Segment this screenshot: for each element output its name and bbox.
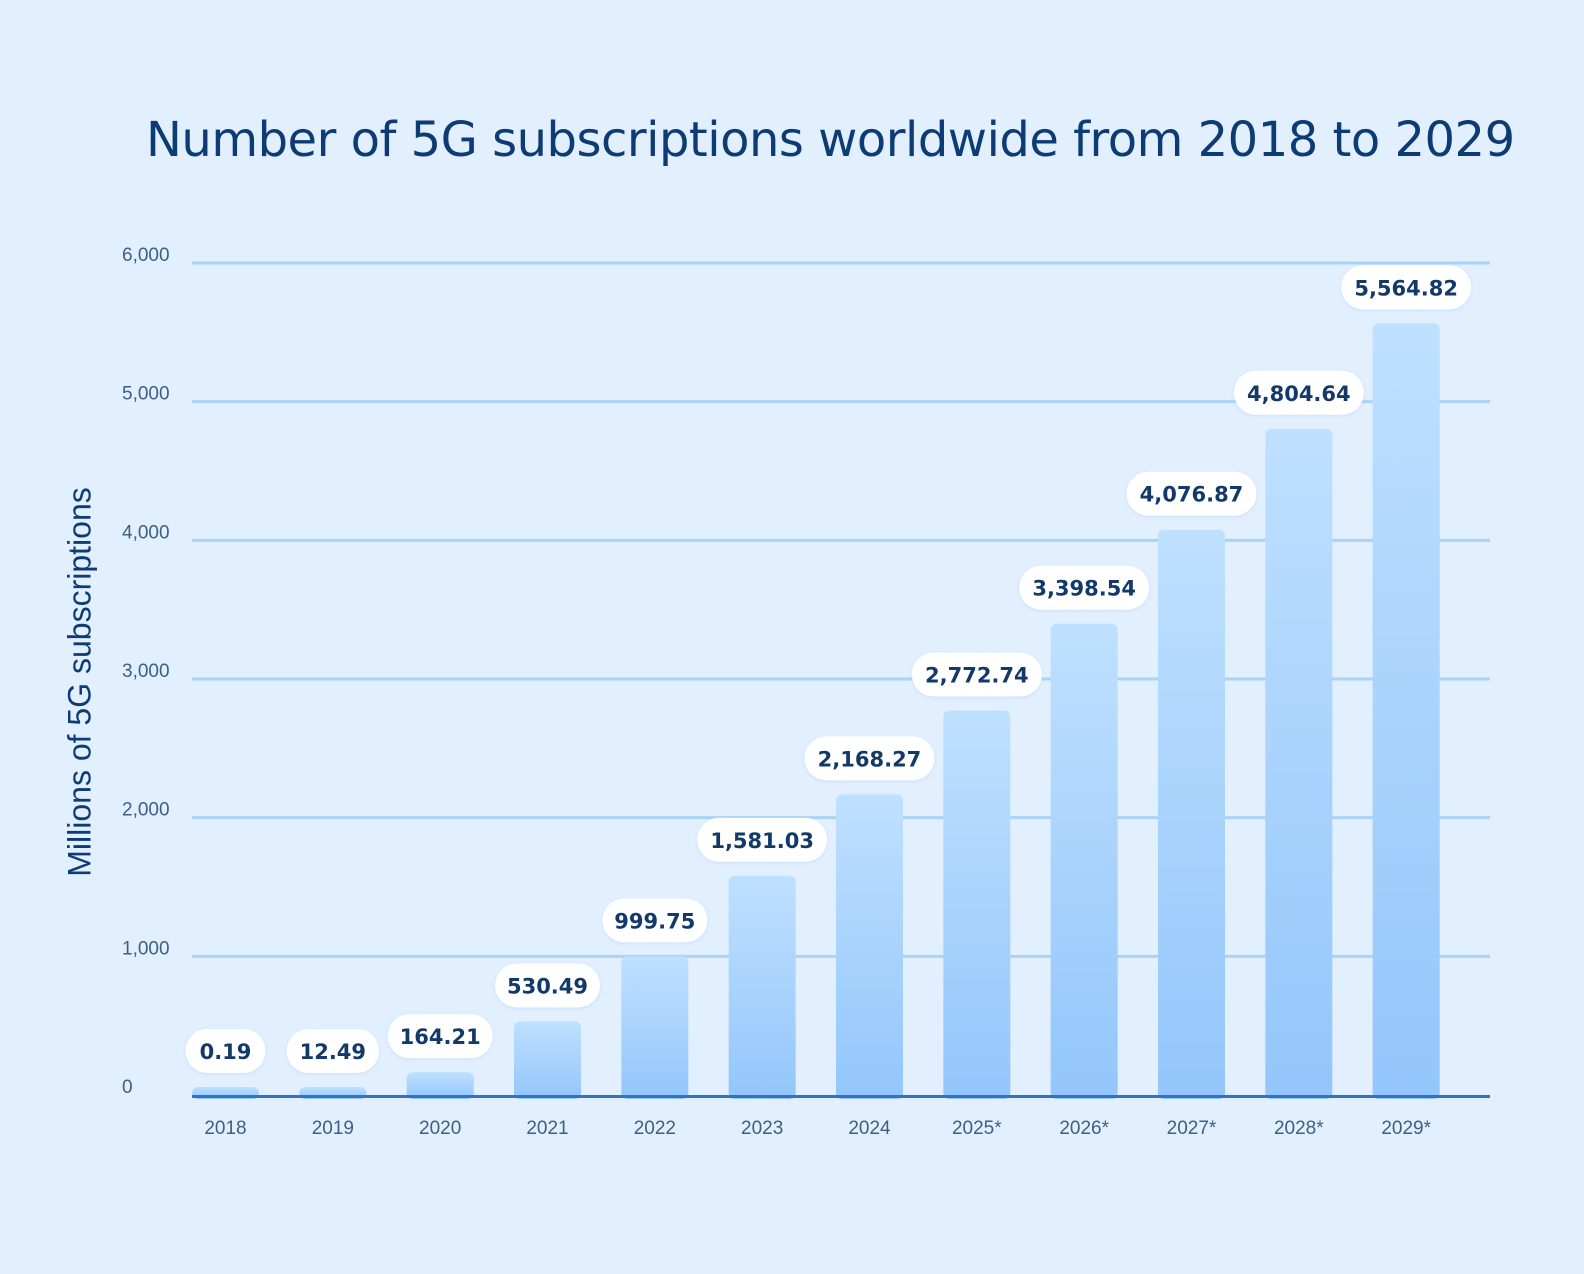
bar xyxy=(836,794,903,1099)
bar xyxy=(728,875,796,1099)
bar xyxy=(621,956,689,1099)
value-label: 2,168.27 xyxy=(804,736,935,781)
x-tick-label: 2020 xyxy=(419,1118,461,1139)
bar xyxy=(1050,623,1118,1099)
x-tick-label: 2023 xyxy=(741,1118,783,1139)
x-tick-label: 2022 xyxy=(634,1118,676,1139)
bars xyxy=(192,323,1440,1099)
value-label-text: 5,564.82 xyxy=(1354,276,1458,300)
value-label: 1,581.03 xyxy=(697,817,828,862)
bar xyxy=(514,1021,581,1099)
x-tick-label: 2018 xyxy=(204,1118,246,1139)
value-label-pill xyxy=(1126,471,1257,516)
value-label-pill xyxy=(495,963,600,1008)
x-tick-label: 2027* xyxy=(1167,1118,1217,1139)
value-label: 164.21 xyxy=(387,1014,493,1059)
value-label-text: 12.49 xyxy=(300,1040,366,1064)
y-tick-label: 3,000 xyxy=(122,661,170,682)
x-tick-label: 2029* xyxy=(1381,1118,1431,1139)
value-label: 999.75 xyxy=(602,898,708,943)
bar xyxy=(1265,428,1333,1099)
y-axis-ticks: 0 1,000 2,000 3,000 4,000 5,000 6,000 xyxy=(122,245,170,1098)
value-label: 4,804.64 xyxy=(1233,370,1364,415)
bar xyxy=(406,1072,474,1099)
value-label-pill xyxy=(911,652,1042,697)
x-tick-label: 2019 xyxy=(312,1118,354,1139)
value-label-text: 2,168.27 xyxy=(818,747,922,771)
value-label-text: 0.19 xyxy=(200,1040,252,1064)
value-label-text: 2,772.74 xyxy=(925,664,1029,688)
data-labels: 0.19 12.49 164.21 530.49 999.75 1,581.03 2,168… xyxy=(185,265,1472,1073)
y-tick-label: 2,000 xyxy=(122,800,170,821)
y-tick-label: 6,000 xyxy=(122,245,170,266)
value-label-text: 999.75 xyxy=(614,909,695,933)
x-tick-label: 2021 xyxy=(526,1118,568,1139)
value-label-text: 1,581.03 xyxy=(710,829,814,853)
value-label: 12.49 xyxy=(286,1029,380,1073)
x-axis-ticks: 2018 2019 2020 2021 2022 2023 2024 2025* 2026* 20… xyxy=(204,1118,1431,1139)
value-label: 0.19 xyxy=(185,1029,266,1073)
x-tick-label: 2025* xyxy=(952,1118,1002,1139)
value-label: 5,564.82 xyxy=(1341,265,1472,310)
value-label-text: 4,076.87 xyxy=(1140,483,1244,507)
value-label-text: 3,398.54 xyxy=(1032,577,1136,601)
value-label-pill xyxy=(1233,370,1364,415)
y-tick-label: 0 xyxy=(122,1077,133,1098)
value-label-pill xyxy=(1341,265,1472,310)
value-label: 3,398.54 xyxy=(1019,565,1150,610)
value-label: 4,076.87 xyxy=(1126,471,1257,516)
y-tick-label: 4,000 xyxy=(122,522,170,543)
value-label: 2,772.74 xyxy=(911,652,1042,697)
value-label-text: 4,804.64 xyxy=(1247,382,1351,406)
bar xyxy=(943,710,1011,1099)
value-label-pill xyxy=(697,817,828,862)
value-label-text: 164.21 xyxy=(400,1025,481,1049)
bar xyxy=(1158,529,1225,1099)
value-label-pill xyxy=(804,736,935,781)
x-tick-label: 2028* xyxy=(1274,1118,1324,1139)
value-label-text: 530.49 xyxy=(507,974,588,998)
value-label-pill xyxy=(387,1014,493,1059)
x-tick-label: 2024 xyxy=(848,1118,891,1139)
value-label-pill xyxy=(286,1029,380,1073)
value-label-pill xyxy=(602,898,708,943)
y-tick-label: 1,000 xyxy=(122,938,170,959)
value-label-pill xyxy=(185,1029,266,1073)
value-label-pill xyxy=(1019,565,1150,610)
y-tick-label: 5,000 xyxy=(122,384,170,405)
chart-title: Number of 5G subscriptions worldwide fro… xyxy=(146,112,1515,168)
bar xyxy=(1372,323,1440,1099)
x-tick-label: 2026* xyxy=(1059,1118,1109,1139)
value-label: 530.49 xyxy=(495,963,600,1008)
